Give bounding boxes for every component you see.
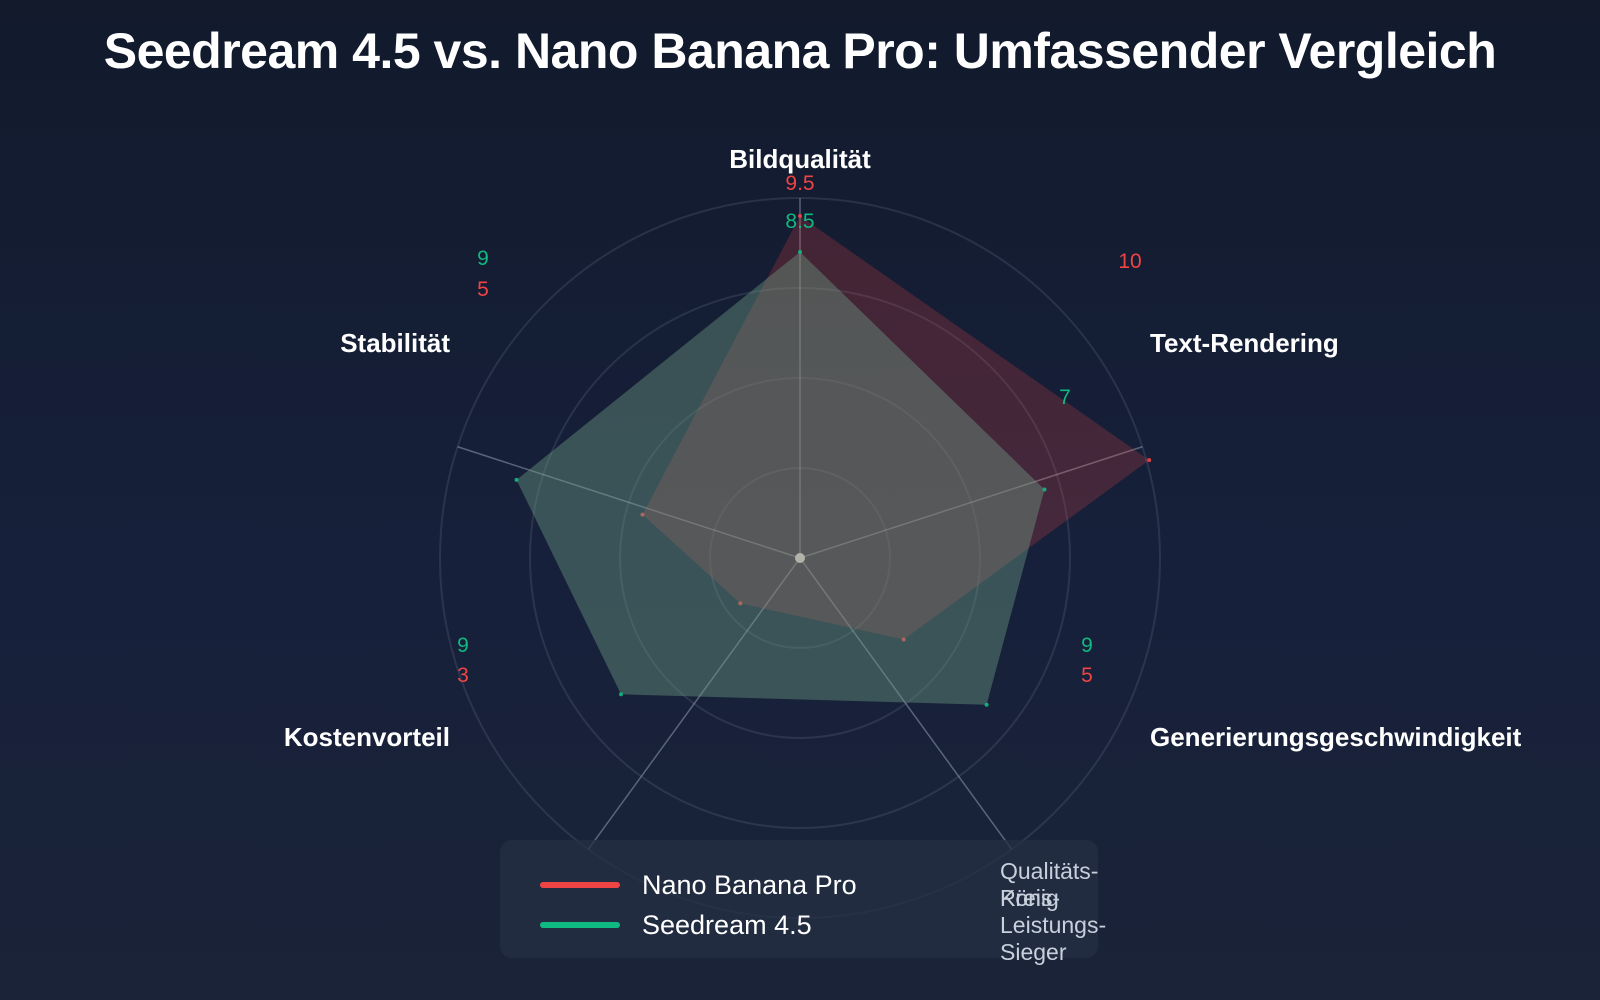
legend-label-nano-banana-pro: Nano Banana Pro: [642, 869, 857, 900]
data-point-seedream-4-5-generierungsgeschwindigkeit: [984, 702, 989, 707]
grid-ring-3: [529, 287, 1071, 829]
axis-label-bildqualit-t: Bildqualität: [729, 144, 871, 174]
grid-ring-2: [619, 377, 981, 739]
axis-label-stabilit-t: Stabilität: [340, 328, 450, 358]
radar-labels: Bildqualität Text-Rendering Generierungsge…: [284, 144, 1522, 752]
legend-swatch-seedream: [540, 922, 620, 928]
value-label-seedream-4-5-kostenvorteil: 9: [457, 634, 469, 657]
value-label-nano-banana-pro-generierungsgeschwindigkeit: 5: [1081, 664, 1093, 687]
axis-label-generierungsgeschwindigkeit: Generierungsgeschwindigkeit: [1150, 722, 1522, 752]
axis-spoke-generierungsgeschwindigkeit: [799, 557, 1013, 850]
value-label-seedream-4-5-text-rendering: 7: [1059, 386, 1071, 409]
axis-spoke-text-rendering: [799, 446, 1143, 559]
series-area-nano-banana-pro: [642, 216, 1150, 640]
legend-item-nano-banana-pro[interactable]: Nano Banana Pro Qualitäts-König: [540, 858, 1098, 911]
axis-spoke-stabilit-t: [457, 446, 801, 559]
data-point-nano-banana-pro-kostenvorteil: [738, 601, 743, 606]
radar-series: [514, 214, 1152, 707]
legend-desc-seedream: Preis-Leistungs-Sieger: [1000, 884, 1107, 965]
center-dot: [795, 553, 805, 563]
grid-ring-1: [709, 467, 891, 649]
axis-label-kostenvorteil: Kostenvorteil: [284, 722, 450, 752]
value-label-nano-banana-pro-bildqualit-t: 9.5: [785, 172, 814, 195]
axis-label-text-rendering: Text-Rendering: [1150, 328, 1339, 358]
data-point-seedream-4-5-text-rendering: [1042, 487, 1047, 492]
value-label-nano-banana-pro-text-rendering: 10: [1118, 250, 1141, 273]
value-label-seedream-4-5-generierungsgeschwindigkeit: 9: [1081, 634, 1093, 657]
data-point-nano-banana-pro-stabilit-t: [640, 512, 645, 517]
data-point-seedream-4-5-kostenvorteil: [619, 692, 623, 697]
legend-desc-nano-banana-pro: Qualitäts-König: [1000, 858, 1099, 911]
radar-grid: [439, 197, 1161, 919]
legend-swatch-nano-banana-pro: [540, 882, 620, 888]
data-point-seedream-4-5-bildqualit-t: [798, 250, 802, 254]
series-area-seedream-4-5: [516, 252, 1045, 705]
value-label-seedream-4-5-stabilit-t: 9: [477, 247, 489, 270]
legend: Nano Banana Pro Qualitäts-König Seedream…: [500, 840, 1106, 965]
legend-label-seedream: Seedream 4.5: [642, 909, 812, 940]
value-label-seedream-4-5-bildqualit-t: 8.5: [785, 210, 814, 233]
data-point-nano-banana-pro-text-rendering: [1147, 458, 1152, 463]
data-point-nano-banana-pro-bildqualit-t: [798, 214, 802, 218]
value-label-nano-banana-pro-stabilit-t: 5: [477, 278, 489, 301]
legend-item-seedream[interactable]: Seedream 4.5 Preis-Leistungs-Sieger: [540, 885, 1106, 965]
value-label-nano-banana-pro-kostenvorteil: 3: [457, 664, 469, 687]
data-point-seedream-4-5-stabilit-t: [514, 477, 519, 482]
axis-spoke-kostenvorteil: [587, 557, 801, 850]
chart-title: Seedream 4.5 vs. Nano Banana Pro: Umfass…: [103, 23, 1497, 79]
data-point-nano-banana-pro-generierungsgeschwindigkeit: [901, 637, 906, 642]
